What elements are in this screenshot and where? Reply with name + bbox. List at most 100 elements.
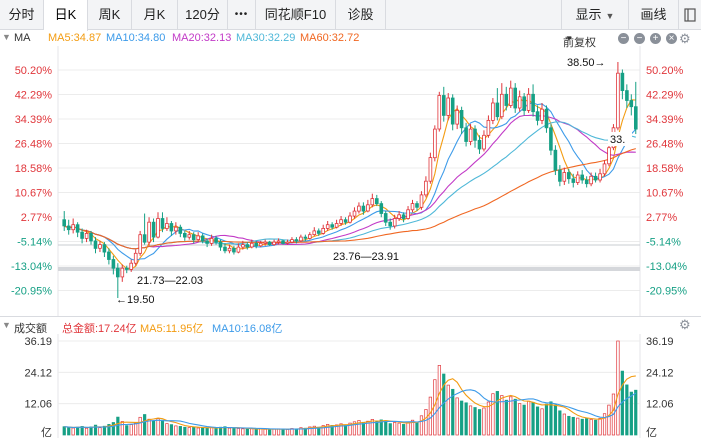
volume-bar xyxy=(352,421,357,436)
candle-body xyxy=(607,147,611,165)
volume-bar xyxy=(241,428,245,436)
candle-body xyxy=(191,234,196,241)
candle-body xyxy=(580,174,584,181)
candle-body xyxy=(80,231,84,239)
price-tick-label: 2.77% xyxy=(646,212,677,224)
volume-bar xyxy=(562,413,566,436)
volume-bar xyxy=(482,407,486,436)
candle-body xyxy=(602,163,607,175)
candle-body xyxy=(491,102,495,121)
volume-bar xyxy=(268,429,272,436)
volume-bar xyxy=(178,426,182,436)
tab-daily-k[interactable]: 日K xyxy=(44,0,88,31)
ma5-value: MA5:34.87 xyxy=(48,32,102,44)
tab-120min[interactable]: 120分 xyxy=(178,0,228,30)
price-tick-label: 34.39% xyxy=(15,114,53,126)
volume-bar xyxy=(294,428,299,436)
volume-bar xyxy=(312,425,316,436)
candle-body xyxy=(107,251,111,260)
zoom-out-icon[interactable]: − xyxy=(634,33,645,44)
kline-chart[interactable]: 50.20% 42.29% 34.39% 26.48% 18.58% 10.67% 2.77… xyxy=(0,46,701,316)
candle-body xyxy=(303,236,308,239)
candle-body xyxy=(165,223,169,229)
tab-intraday[interactable]: 分时 xyxy=(0,0,44,30)
price-tick-label: 42.29% xyxy=(646,90,684,102)
candle-body xyxy=(312,230,317,235)
gear-icon[interactable]: ⚙ xyxy=(679,31,691,46)
candle-body xyxy=(348,215,352,223)
candle-body xyxy=(450,97,455,125)
ma-legend: ▼ MA MA5:34.87 MA10:34.80 MA20:32.13 MA3… xyxy=(0,30,701,49)
tab-diagnose[interactable]: 诊股 xyxy=(336,0,386,30)
period-tab-bar: 分时 日K 周K 月K 120分 ••• 同花顺F10 诊股 显示 ▼ 画线 xyxy=(0,0,701,31)
candle-body xyxy=(151,221,156,238)
volume-bar xyxy=(299,427,303,436)
candle-body xyxy=(437,95,442,130)
candle-body xyxy=(455,110,459,125)
price-tick-label: 50.20% xyxy=(15,65,53,77)
volume-bar xyxy=(455,397,459,436)
candle-body xyxy=(433,128,437,159)
tab-monthly-k[interactable]: 月K xyxy=(132,0,178,30)
collapse-icon[interactable]: ▼ xyxy=(2,32,11,42)
toolbar-toggle[interactable] xyxy=(679,0,701,30)
tab-f10[interactable]: 同花顺F10 xyxy=(256,0,336,30)
volume-grid xyxy=(57,334,641,438)
volume-bar xyxy=(89,426,93,436)
candle-body xyxy=(205,240,209,244)
tab-more[interactable]: ••• xyxy=(228,0,256,30)
volume-bar xyxy=(343,424,348,436)
price-tick-label: -5.14% xyxy=(17,237,52,249)
volume-bar xyxy=(67,427,71,436)
tab-weekly-k[interactable]: 周K xyxy=(88,0,132,30)
candle-body xyxy=(267,241,272,246)
candle-body xyxy=(366,204,370,212)
volume-bar xyxy=(589,419,593,436)
candle-body xyxy=(138,234,143,254)
candle-body xyxy=(200,235,205,242)
candle-body xyxy=(531,93,535,113)
volume-bar xyxy=(223,426,227,436)
volume-bar xyxy=(616,340,620,436)
candle-body xyxy=(209,237,214,244)
draw-lines-button[interactable]: 画线 xyxy=(629,0,679,30)
volume-bar xyxy=(205,427,209,436)
volume-bar xyxy=(308,426,312,436)
moving-average-lines xyxy=(63,97,637,270)
volume-bar xyxy=(254,428,258,436)
volume-bar xyxy=(549,401,553,436)
volume-bar xyxy=(370,419,374,436)
candle-body xyxy=(89,232,93,242)
volume-bar xyxy=(138,416,142,436)
candle-body xyxy=(330,224,334,228)
volume-unit-label: 亿 xyxy=(41,426,52,438)
volume-bar xyxy=(174,425,178,436)
candle-body xyxy=(214,237,218,243)
volume-bar xyxy=(384,420,388,436)
gear-icon[interactable]: ⚙ xyxy=(679,317,691,332)
collapse-icon[interactable]: ▼ xyxy=(2,320,11,330)
display-dropdown[interactable]: 显示 ▼ xyxy=(561,0,629,30)
candle-body xyxy=(558,169,562,182)
candle-body xyxy=(473,128,477,141)
low-annotation: ←19.50 xyxy=(116,294,155,306)
candle-body xyxy=(499,93,504,118)
candle-body xyxy=(553,149,558,171)
volume-bar xyxy=(598,418,602,436)
ma60-value: MA60:32.72 xyxy=(300,32,360,44)
candle-body xyxy=(62,219,66,227)
volume-bar xyxy=(379,419,383,436)
candle-body xyxy=(84,232,89,239)
candle-body xyxy=(178,226,183,234)
annotations: 38.50→ ←19.50 21.73—22.03 23.76—23.91 33… xyxy=(116,57,632,306)
volume-chart[interactable]: 36.19 36.19 24.12 24.12 12.06 12.06 亿 亿 xyxy=(0,334,701,438)
volume-bar xyxy=(196,427,200,436)
volume-bar xyxy=(272,428,276,436)
candle-body xyxy=(75,224,80,233)
zoom-in-icon[interactable]: + xyxy=(650,33,661,44)
close-icon[interactable]: × xyxy=(666,33,677,44)
minus-icon[interactable]: − xyxy=(618,33,629,44)
price-tick-label: -20.95% xyxy=(11,286,52,298)
candle-body xyxy=(464,127,468,142)
candle-body xyxy=(459,110,464,129)
